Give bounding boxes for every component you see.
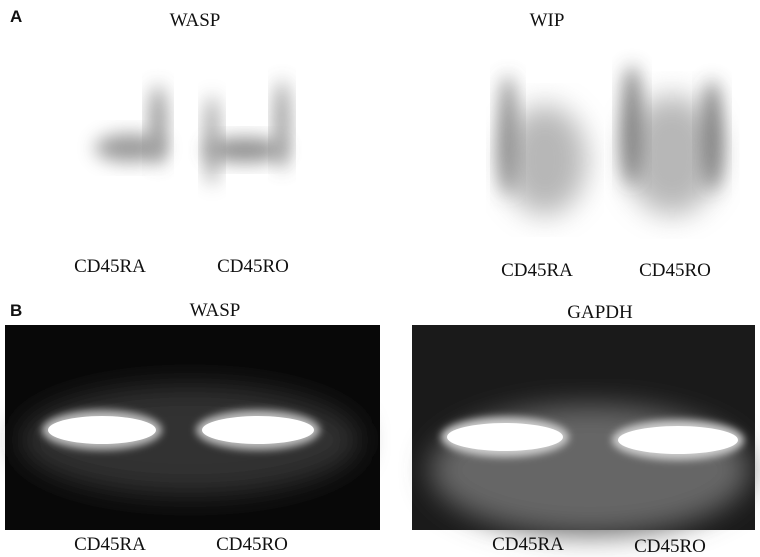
panel-label: A [10, 7, 22, 26]
gel-image [412, 325, 755, 535]
lane-label: CD45RA [74, 534, 146, 555]
lane-label: CD45RO [634, 536, 706, 557]
lane-label: CD45RA [492, 534, 564, 555]
western-blot [95, 80, 289, 185]
panel-label: B [10, 301, 22, 320]
blot-title: WIP [530, 10, 565, 31]
lane-label: CD45RA [501, 260, 573, 281]
lane-label: CD45RO [217, 256, 289, 277]
blot-title: WASP [170, 10, 221, 31]
gel-title: GAPDH [567, 302, 633, 323]
gel-image [5, 325, 380, 530]
lane-label: CD45RA [74, 256, 146, 277]
lane-label: CD45RO [216, 534, 288, 555]
gel-title: WASP [190, 300, 241, 321]
western-blot [499, 65, 722, 215]
lane-label: CD45RO [639, 260, 711, 281]
